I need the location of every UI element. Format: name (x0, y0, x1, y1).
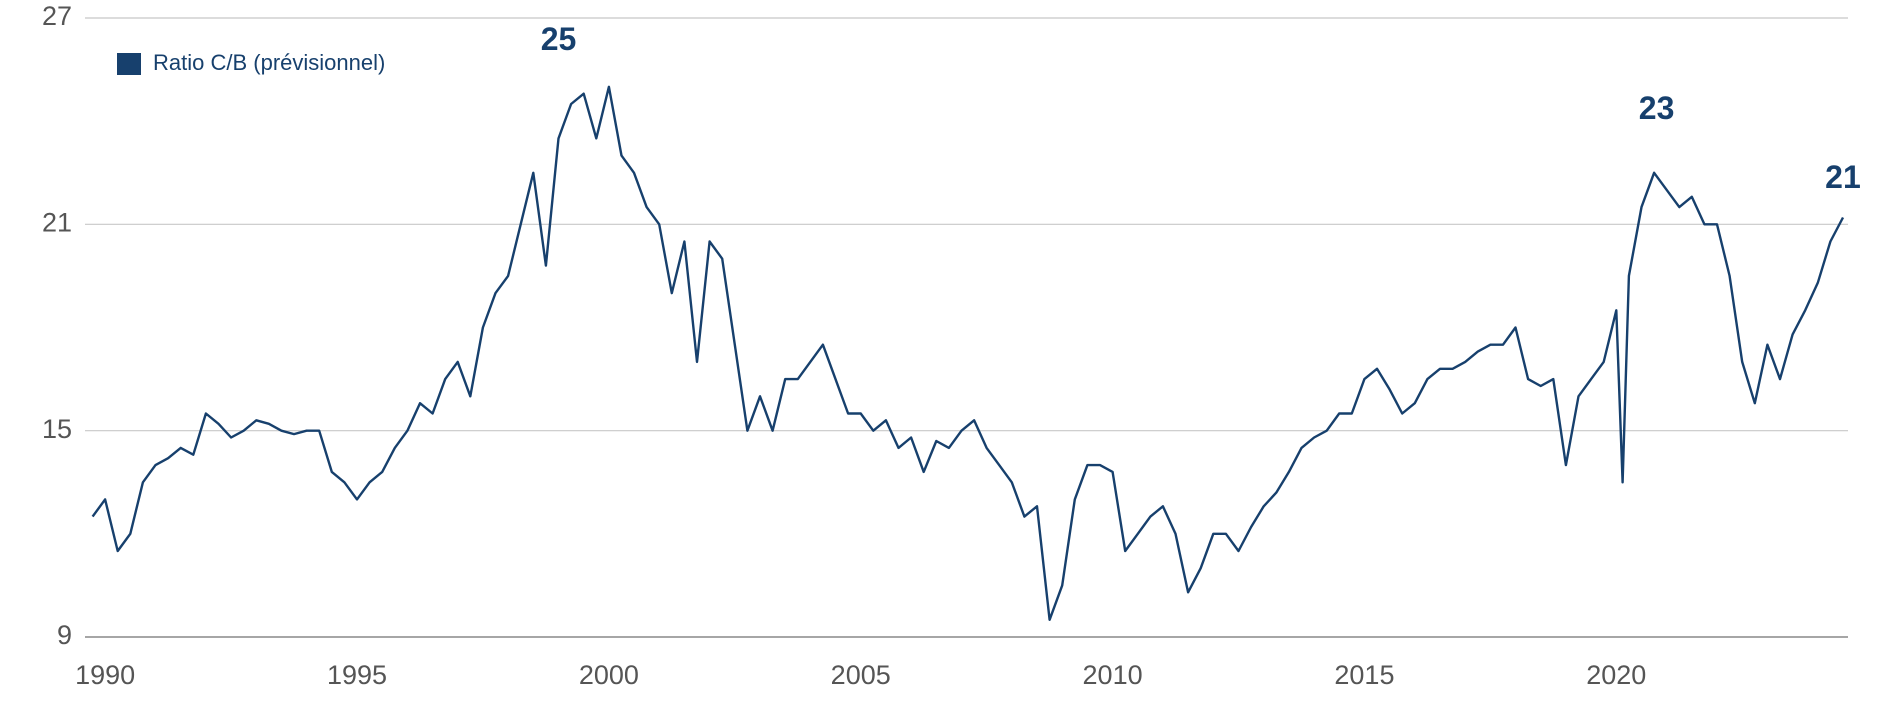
x-tick-label: 2005 (831, 660, 891, 690)
annotation: 21 (1825, 159, 1861, 195)
y-tick-label: 15 (42, 414, 72, 444)
y-tick-label: 21 (42, 207, 72, 237)
legend-label: Ratio C/B (prévisionnel) (153, 50, 385, 75)
x-tick-label: 2010 (1083, 660, 1143, 690)
x-tick-label: 2000 (579, 660, 639, 690)
x-tick-label: 1995 (327, 660, 387, 690)
annotation: 23 (1639, 90, 1675, 126)
x-tick-label: 2020 (1586, 660, 1646, 690)
line-series (91, 85, 1845, 621)
x-tick-label: 2015 (1334, 660, 1394, 690)
y-tick-label: 27 (42, 1, 72, 31)
annotation: 25 (541, 21, 577, 57)
legend-swatch (117, 53, 141, 75)
x-tick-label: 1990 (75, 660, 135, 690)
y-tick-label: 9 (57, 620, 72, 650)
